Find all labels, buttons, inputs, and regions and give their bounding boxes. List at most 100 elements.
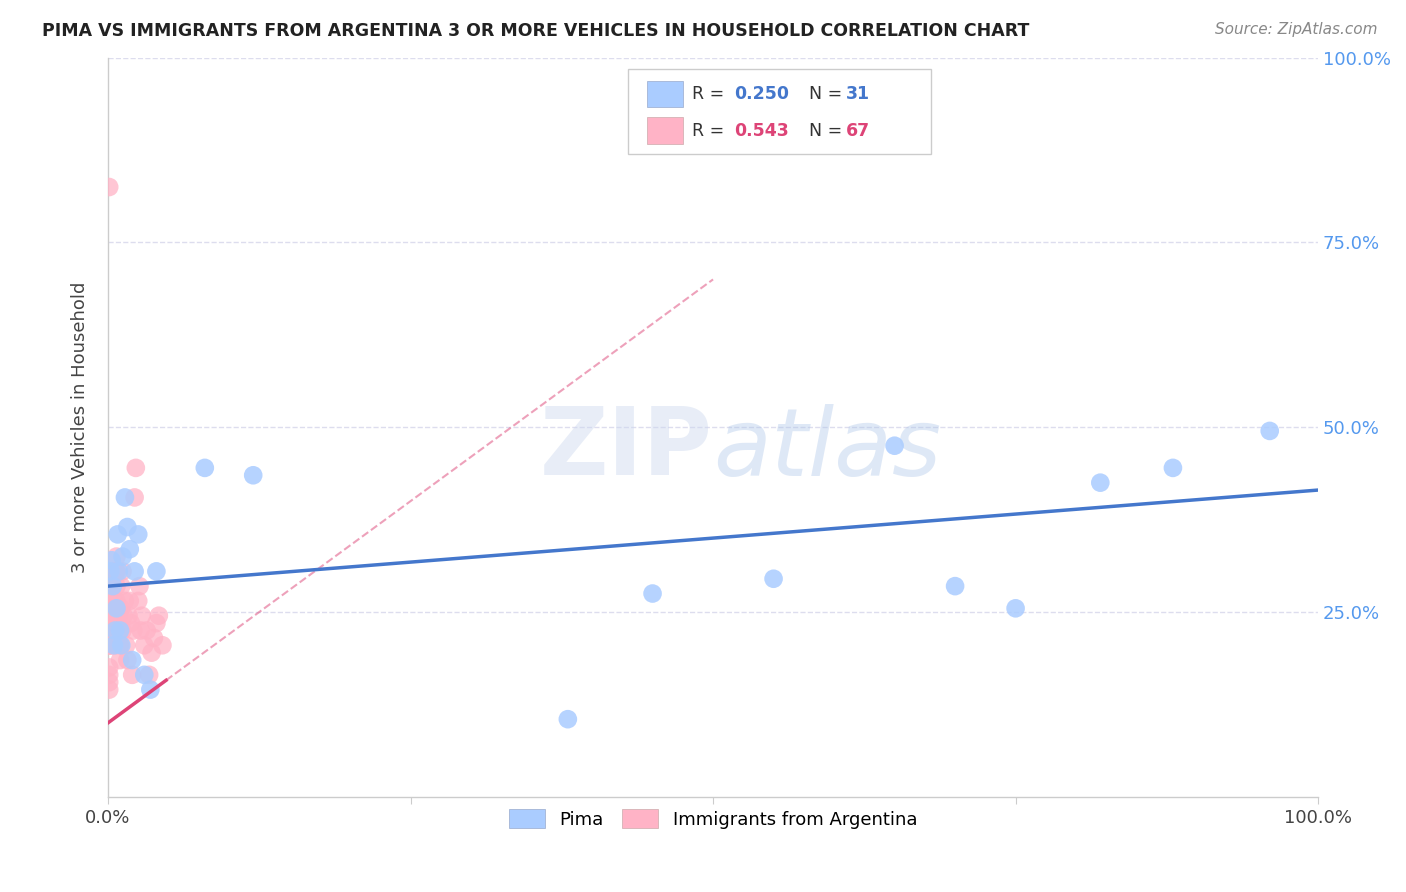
Point: [129, 624, 152, 638]
Point: [111, 624, 134, 638]
Point: [100, 638, 122, 652]
Point: [110, 601, 132, 615]
Point: [120, 616, 142, 631]
Point: [108, 653, 131, 667]
Point: [124, 491, 146, 505]
Point: [557, 712, 579, 726]
Point: [98, 682, 121, 697]
Point: [641, 586, 664, 600]
Point: [98, 660, 121, 674]
Point: [125, 461, 148, 475]
Point: [105, 579, 128, 593]
Point: [110, 638, 132, 652]
Point: [111, 549, 134, 564]
Point: [883, 439, 905, 453]
Point: [117, 653, 139, 667]
FancyBboxPatch shape: [628, 69, 931, 153]
Point: [1090, 475, 1112, 490]
Point: [105, 549, 128, 564]
Point: [135, 624, 157, 638]
Text: 67: 67: [846, 121, 870, 140]
Point: [98, 668, 121, 682]
Point: [143, 631, 166, 645]
Point: [145, 565, 167, 579]
Point: [118, 594, 141, 608]
Y-axis label: 3 or more Vehicles in Household: 3 or more Vehicles in Household: [72, 282, 89, 573]
Point: [108, 624, 131, 638]
Bar: [647, 81, 683, 108]
Point: [108, 638, 131, 652]
Text: ZIP: ZIP: [540, 403, 713, 495]
Point: [141, 646, 163, 660]
Point: [103, 624, 125, 638]
Point: [98, 616, 121, 631]
Point: [111, 565, 134, 579]
Point: [105, 565, 128, 579]
Point: [98, 624, 121, 638]
Point: [100, 638, 122, 652]
Point: [98, 608, 121, 623]
Point: [128, 579, 150, 593]
Point: [121, 668, 143, 682]
Text: 0.250: 0.250: [734, 86, 789, 103]
Point: [124, 565, 146, 579]
Point: [148, 608, 170, 623]
Point: [100, 624, 122, 638]
Point: [104, 624, 127, 638]
Point: [139, 682, 162, 697]
Point: [114, 594, 136, 608]
Text: R =: R =: [693, 121, 730, 140]
Point: [105, 594, 128, 608]
Point: [100, 631, 122, 645]
Point: [131, 608, 153, 623]
Point: [98, 631, 121, 645]
Point: [118, 542, 141, 557]
Point: [103, 608, 125, 623]
Point: [134, 668, 156, 682]
Point: [943, 579, 966, 593]
Point: [107, 527, 129, 541]
Text: N =: N =: [797, 121, 848, 140]
Point: [98, 180, 121, 194]
Bar: [647, 118, 683, 144]
Point: [1161, 461, 1184, 475]
Point: [103, 594, 125, 608]
Point: [117, 608, 139, 623]
Point: [98, 638, 121, 652]
Point: [100, 616, 122, 631]
Point: [104, 624, 127, 638]
Point: [98, 616, 121, 631]
Text: N =: N =: [797, 86, 848, 103]
Point: [1258, 424, 1281, 438]
Point: [100, 553, 122, 567]
Point: [115, 638, 138, 652]
Point: [104, 608, 127, 623]
Point: [103, 638, 125, 652]
Point: [110, 579, 132, 593]
Point: [127, 594, 149, 608]
Point: [100, 624, 122, 638]
Point: [98, 594, 121, 608]
Point: [762, 572, 785, 586]
Point: [145, 616, 167, 631]
Point: [101, 579, 124, 593]
Point: [107, 616, 129, 631]
Point: [122, 624, 145, 638]
Point: [152, 638, 174, 652]
Point: [105, 601, 128, 615]
Point: [134, 638, 156, 652]
Point: [194, 461, 217, 475]
Text: PIMA VS IMMIGRANTS FROM ARGENTINA 3 OR MORE VEHICLES IN HOUSEHOLD CORRELATION CH: PIMA VS IMMIGRANTS FROM ARGENTINA 3 OR M…: [42, 22, 1029, 40]
Point: [98, 624, 121, 638]
Point: [117, 520, 139, 534]
Point: [112, 608, 135, 623]
Point: [108, 565, 131, 579]
Point: [101, 601, 124, 615]
Point: [100, 565, 122, 579]
Text: atlas: atlas: [713, 404, 941, 495]
Text: 31: 31: [846, 86, 870, 103]
Text: Source: ZipAtlas.com: Source: ZipAtlas.com: [1215, 22, 1378, 37]
Point: [121, 653, 143, 667]
Text: 0.543: 0.543: [734, 121, 789, 140]
Point: [101, 565, 124, 579]
